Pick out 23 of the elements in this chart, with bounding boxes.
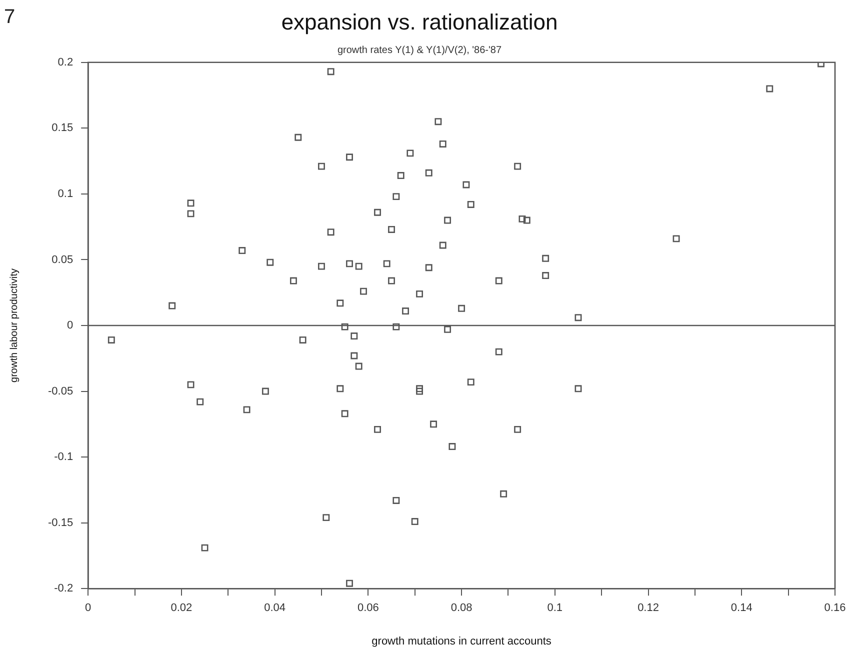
x-tick-label: 0.06 <box>357 602 379 614</box>
y-tick-label: 0 <box>66 320 74 332</box>
y-tick-label: -0.15 <box>48 516 74 529</box>
y-tick-label: -0.05 <box>48 385 74 398</box>
x-tick-label: 0.08 <box>450 602 472 614</box>
chart-title: expansion vs. rationalization <box>281 9 558 34</box>
x-tick-label: 0.14 <box>730 602 752 614</box>
y-tick-label: 0.2 <box>58 56 74 68</box>
x-tick-label: 0 <box>85 602 92 614</box>
x-axis-title: growth mutations in current accounts <box>372 635 552 648</box>
y-tick-label: 0.05 <box>52 254 74 266</box>
x-tick-label: 0.1 <box>547 602 563 614</box>
y-tick-label: -0.2 <box>54 582 74 595</box>
y-tick-label: 0.1 <box>58 188 74 200</box>
chart-subtitle: growth rates Y(1) & Y(1)/V(2), '86-'87 <box>337 45 502 56</box>
text: 7 <box>4 6 16 29</box>
x-tick-label: 0.12 <box>638 602 659 614</box>
x-tick-label: 0.04 <box>264 602 286 614</box>
x-tick-label: 0.02 <box>170 602 192 614</box>
y-tick-label: -0.1 <box>54 451 74 464</box>
x-tick-label: 0.16 <box>824 602 846 614</box>
y-tick-label: 0.15 <box>52 122 74 134</box>
y-axis-title: growth labour productivity <box>8 268 20 382</box>
